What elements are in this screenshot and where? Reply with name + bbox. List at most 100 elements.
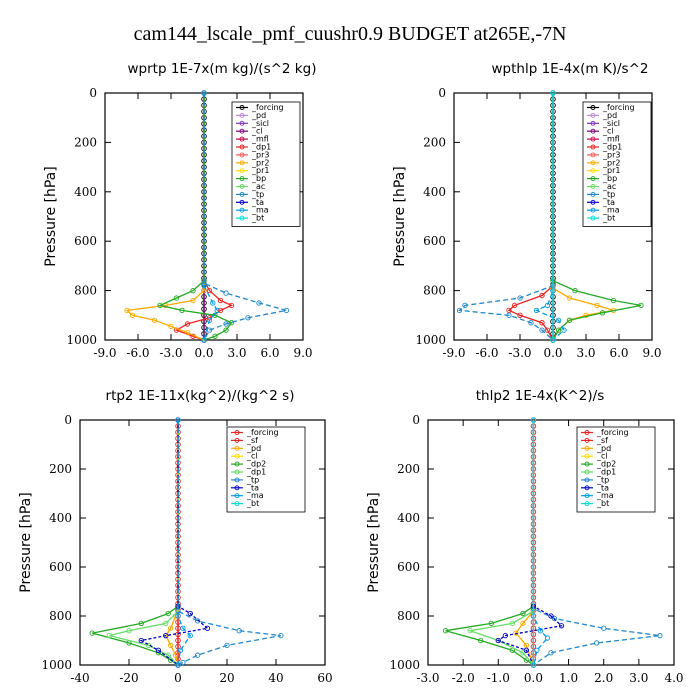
legend-marker [584,437,590,443]
x-tick-label: -20 [119,671,138,685]
y-axis-label: Pressure [hPa] [366,492,382,592]
data-point-tp [594,640,600,646]
legend-marker [234,461,240,467]
legend-label: _dp1 [602,143,622,152]
data-point-ma [187,632,193,639]
legend-marker [234,493,240,499]
series-line-pr2 [125,93,205,341]
legend-marker [239,184,245,189]
data-point-ma [206,317,213,323]
legend-label: _dp2 [596,460,616,469]
legend-marker [234,437,240,443]
legend-marker [590,215,596,221]
x-tick-label: 3.0 [629,671,648,685]
data-point-bp [555,327,562,333]
legend-marker [239,215,245,221]
legend-label: _dp1 [246,468,266,477]
data-point-ma [177,647,184,653]
series-line-dp1 [507,93,554,341]
data-point-dp1 [206,287,213,294]
data-point-bp [173,295,180,301]
figure-title: cam144_lscale_pmf_cuushr0.9 BUDGET at265… [134,23,567,45]
data-point-tp [539,327,545,333]
legend-label: _bp [251,174,266,183]
data-point-dp1 [163,620,169,626]
data-point-tp [236,628,242,634]
x-tick-label: 60 [317,671,332,685]
data-point-dp1 [467,628,473,634]
series-line-dp1 [467,420,535,666]
series-line-dp2 [92,420,179,666]
data-point-dp1 [511,302,518,309]
x-tick-label: -9.0 [93,346,116,360]
y-tick-label: 1000 [66,333,97,347]
panel-3: rtp2 1E-11x(kg^2)/(kg^2 s) Pressure [hPa]… [18,388,333,685]
y-tick-label: 600 [74,234,97,248]
legend-marker [590,207,596,213]
data-point-pr2 [566,295,573,301]
data-point-ma [175,417,181,423]
data-point-bp [566,317,573,323]
data-point-tp [601,625,607,631]
legend-label: _pr1 [251,166,269,175]
legend-label: _forcing [602,103,635,112]
x-tick-label: 3.0 [227,346,246,360]
legend-label: _pr2 [602,158,620,167]
data-point-bp [212,333,218,339]
data-point-pd [523,642,530,649]
series-line-ma [203,93,218,341]
x-tick-label: 40 [268,671,283,685]
data-point-dp1 [506,307,512,314]
legend-marker [239,136,245,142]
data-point-ta [163,632,169,639]
y-tick-label: 200 [49,462,72,476]
data-point-dp2 [478,637,484,644]
x-tick-label: 3.0 [576,346,595,360]
legend-marker [584,453,590,459]
data-point-dp2 [89,630,95,636]
data-point-bt [530,662,537,668]
plot-frame [79,419,326,666]
legend-marker [234,445,240,451]
x-tick-label: 0.0 [543,346,562,360]
legend-marker [234,477,240,483]
x-tick-label: 20 [219,671,234,685]
legend-label: _ta [246,483,259,492]
legend-label: _sicl [602,119,620,128]
legend-label: _ta [602,198,615,207]
legend-marker [234,501,240,507]
legend-label: _ac [251,182,265,191]
panel-4: thlp2 1E-4x(K^2)/s Pressure [hPa] -3.0 -2.0… [366,388,684,685]
x-tick-label: 0.0 [524,671,543,685]
y-tick-label: 1000 [41,658,72,672]
y-tick-label: 800 [423,284,446,298]
data-point-ta [502,632,508,639]
x-tick-label: -3.0 [416,671,439,685]
x-tick-label: 6.0 [260,346,279,360]
y-tick-label: 400 [423,185,446,199]
legend-marker [239,112,245,118]
data-point-dp1 [217,307,224,314]
data-point-pr2 [594,302,600,309]
plot-frame [427,419,675,666]
legend-label: _forcing [251,103,284,112]
data-point-tp [548,650,554,656]
data-point-ma [533,307,540,314]
series-line-tp [177,420,282,666]
data-point-pr2 [124,307,130,314]
x-tick-label: -6.0 [126,346,149,360]
data-point-tp [506,312,512,318]
legend-label: _sf [596,436,608,445]
y-tick-label: 400 [397,511,420,525]
legend-label: _ma [251,206,269,215]
data-point-bp [157,302,163,309]
data-point-ma [180,625,186,631]
data-point-pd [513,630,519,636]
series-line-dp2 [445,420,535,666]
legend-marker [239,105,245,110]
data-point-ta [187,610,193,617]
legend-marker [234,485,240,491]
legend-marker [584,461,590,467]
data-point-pd [167,642,174,649]
series-line-bp [157,93,233,341]
